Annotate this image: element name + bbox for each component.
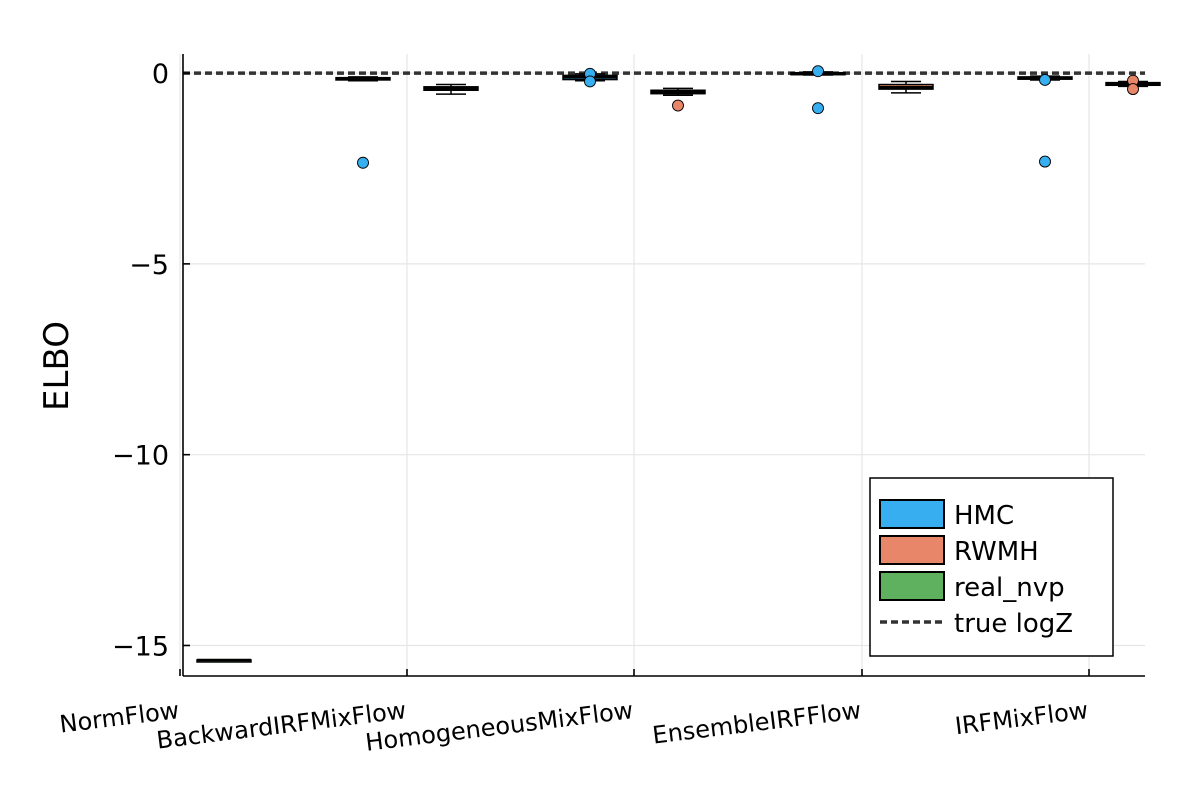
y-tick-label: −10 xyxy=(112,441,169,472)
box-rwmh-irfmixflow xyxy=(1105,74,1161,96)
x-tick-label: IRFMixFlow xyxy=(953,696,1089,740)
box-hmc-irfmixflow xyxy=(1017,73,1073,168)
legend-label: HMC xyxy=(954,501,1014,531)
grid xyxy=(179,54,1145,676)
box-hmc-homogeneousmixflow xyxy=(562,67,618,88)
legend-swatch-hmc xyxy=(879,499,945,529)
y-tick-label: −5 xyxy=(129,250,169,281)
legend-label: real_nvp xyxy=(954,573,1065,603)
outlier-point xyxy=(584,75,596,88)
box-hmc-ensembleirfflow xyxy=(790,65,846,115)
legend-label: RWMH xyxy=(954,537,1039,567)
outlier-point xyxy=(812,102,824,115)
outlier-point xyxy=(357,156,369,169)
y-axis-label: ELBO xyxy=(37,321,77,411)
y-tick-label: −15 xyxy=(112,631,169,662)
outlier-point xyxy=(1039,73,1051,86)
box-rwmh-homogeneousmixflow xyxy=(650,87,706,112)
box-rwmh-backwardirfmixflow xyxy=(423,83,479,95)
x-tick-label: EnsembleIRFFlow xyxy=(651,696,863,749)
box-rwmh-ensembleirfflow xyxy=(878,80,934,94)
legend-swatch-real-nvp xyxy=(879,571,945,601)
legend-swatch-rwmh xyxy=(879,535,945,565)
legend-label: true logZ xyxy=(954,609,1073,639)
box-hmc-backwardirfmixflow xyxy=(335,76,391,169)
box-real_nvp-normflow xyxy=(196,658,252,663)
outlier-point xyxy=(812,65,824,78)
plot-area xyxy=(183,65,1161,663)
outlier-point xyxy=(672,99,684,112)
y-tick-label: 0 xyxy=(152,59,169,90)
outlier-point xyxy=(1039,155,1051,168)
outlier-point xyxy=(1127,83,1139,96)
